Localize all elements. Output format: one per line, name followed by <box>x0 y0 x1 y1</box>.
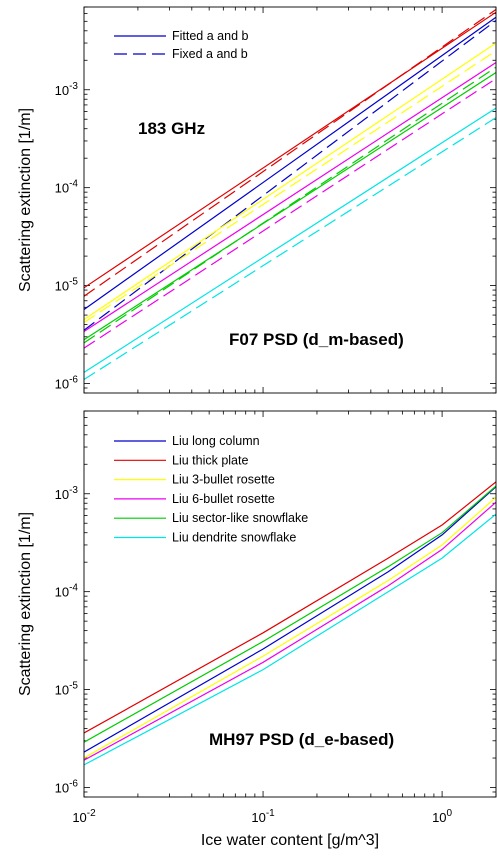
y-tick-label: 10-5 <box>55 681 79 698</box>
y-tick-label: 10-3 <box>55 81 79 98</box>
legend-label: Liu 3-bullet rosette <box>172 473 275 487</box>
series-line-11 <box>84 117 496 381</box>
legend-label: Liu dendrite snowflake <box>172 531 296 545</box>
y-tick-label: 10-5 <box>55 277 79 294</box>
series-line-8 <box>84 61 496 333</box>
legend-label-fixed: Fixed a and b <box>172 47 248 61</box>
legend-top: Fitted a and b Fixed a and b <box>114 29 248 61</box>
series-group <box>84 481 496 766</box>
legend-label: Liu thick plate <box>172 453 248 467</box>
series-line-3 <box>84 501 496 761</box>
series-line-3 <box>84 20 496 331</box>
series-line-9 <box>84 78 496 349</box>
series-line-0 <box>84 11 496 289</box>
series-line-1 <box>84 481 496 734</box>
x-axis-label: Ice water content [g/m^3] <box>201 832 379 849</box>
series-line-5 <box>84 50 496 324</box>
series-line-4 <box>84 485 496 743</box>
series-line-7 <box>84 66 496 344</box>
axes-frame <box>83 6 497 394</box>
annotation-psd: MH97 PSD (d_e-based) <box>209 730 394 749</box>
y-axis-label-bottom: Scattering extinction [1/m] <box>17 512 34 696</box>
series-line-2 <box>84 496 496 759</box>
y-tick-label: 10-4 <box>55 583 79 600</box>
y-tick-label: 10-4 <box>55 179 79 196</box>
y-axis-label-top: Scattering extinction [1/m] <box>17 108 34 292</box>
series-line-2 <box>84 16 496 310</box>
legend-label: Liu long column <box>172 434 260 448</box>
y-tick-label: 10-3 <box>55 485 79 502</box>
series-group <box>84 9 496 381</box>
x-tick-label: 10-1 <box>251 808 275 825</box>
axis-ticks <box>83 410 497 798</box>
legend-label: Liu 6-bullet rosette <box>172 492 275 506</box>
x-tick-labels: 10-2 10-1 100 <box>72 808 452 825</box>
legend-label-fitted: Fitted a and b <box>172 29 248 43</box>
panel-top: 183 GHz F07 PSD (d_m-based) Fitted a and… <box>17 6 497 394</box>
series-line-1 <box>84 9 496 297</box>
panel-bottom: MH97 PSD (d_e-based) Liu long columnLiu … <box>17 410 497 798</box>
annotation-psd: F07 PSD (d_m-based) <box>229 330 404 349</box>
series-line-0 <box>84 486 496 753</box>
x-tick-label: 100 <box>432 808 452 825</box>
legend-label: Liu sector-like snowflake <box>172 511 308 525</box>
series-line-4 <box>84 42 496 320</box>
x-tick-label: 10-2 <box>72 808 96 825</box>
y-tick-label: 10-6 <box>55 779 79 796</box>
series-line-10 <box>84 107 496 373</box>
legend-bottom: Liu long column Liu thick plate Liu 3-bull… <box>114 434 308 545</box>
annotation-frequency: 183 GHz <box>138 119 205 138</box>
series-line-5 <box>84 513 496 766</box>
series-line-6 <box>84 71 496 341</box>
y-tick-label: 10-6 <box>55 375 79 392</box>
axes-frame <box>83 410 497 798</box>
